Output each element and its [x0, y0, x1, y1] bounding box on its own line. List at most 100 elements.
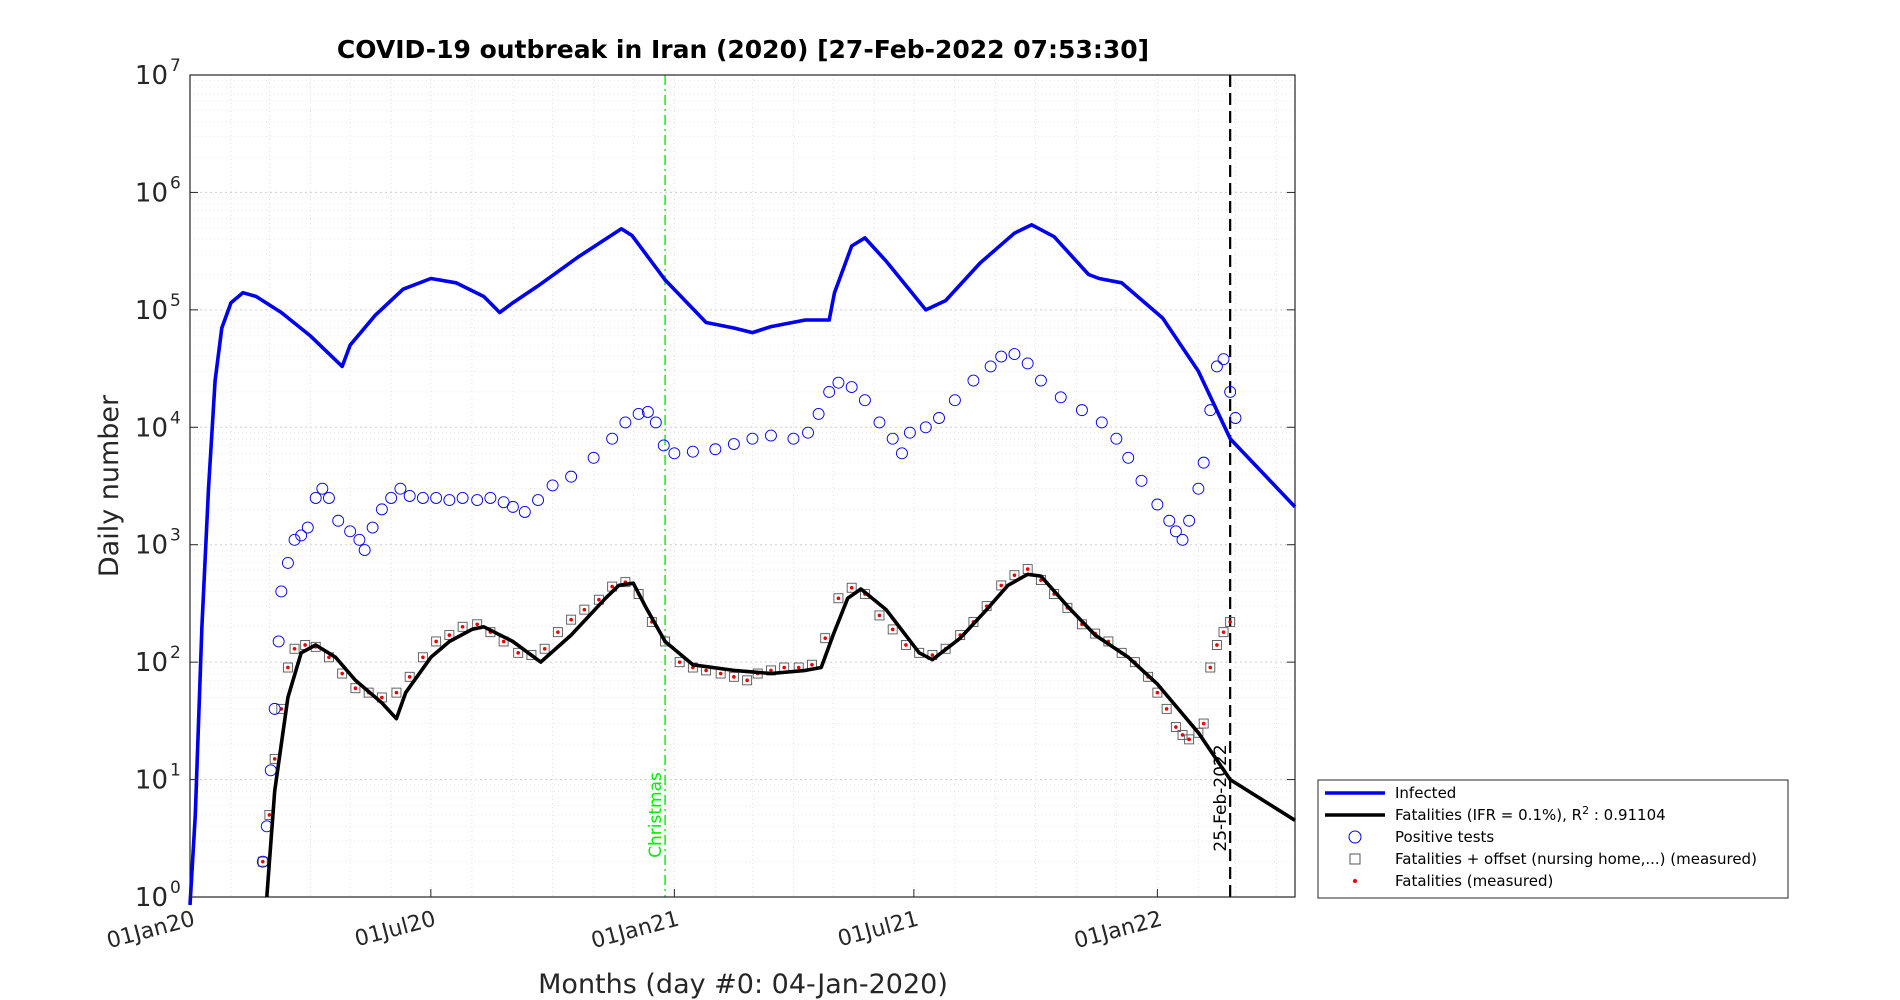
positive-test-point	[727, 438, 740, 450]
positive-test-point	[1224, 385, 1237, 398]
fatality-offset-point	[579, 604, 590, 615]
fatality-point	[434, 639, 438, 644]
fatality-offset-point	[1193, 727, 1204, 738]
positive-test-point	[812, 407, 825, 420]
fatality-point	[677, 660, 682, 664]
fatality-offset-point	[1198, 718, 1209, 729]
fatality-point	[267, 813, 272, 817]
y-tick-label-5: 10	[135, 296, 168, 326]
positive-test-point	[823, 385, 836, 398]
fatality-point	[810, 662, 814, 667]
positive-test-point	[443, 494, 456, 507]
fatality-offset-point	[1225, 616, 1236, 627]
fatality-point	[569, 617, 573, 622]
fatality-point	[1012, 573, 1017, 578]
fatality-point	[999, 583, 1004, 588]
fatality-offset-point	[1205, 662, 1216, 673]
fatality-point	[610, 584, 614, 589]
fatality-offset-point	[940, 643, 951, 654]
positive-test-point	[375, 503, 388, 516]
positive-test-point	[1163, 514, 1176, 527]
positive-test-point	[506, 500, 519, 513]
fatality-point	[1208, 665, 1213, 670]
fatality-offset-point	[1090, 628, 1101, 639]
positive-test-point	[366, 521, 379, 534]
positive-test-point	[649, 416, 662, 429]
positive-test-point	[275, 585, 288, 598]
positive-test-point	[686, 445, 699, 458]
fatality-point	[930, 653, 935, 657]
fatality-point	[421, 655, 425, 660]
positive-test-point	[332, 514, 345, 527]
positive-test-point	[565, 470, 578, 483]
fatality-point	[1221, 630, 1226, 634]
positive-test-point	[746, 432, 759, 445]
fatality-point	[1025, 567, 1030, 571]
y-tick-exponent-5: 5	[170, 291, 181, 311]
fatality-point	[340, 671, 344, 676]
fatality-offset-point	[1211, 640, 1222, 650]
positive-test-point	[858, 394, 871, 407]
series-line-1	[265, 572, 1296, 898]
fatality-offset-point	[900, 640, 911, 650]
fatality-offset-point	[337, 668, 348, 679]
positive-test-point	[995, 350, 1008, 363]
legend-swatch	[1349, 853, 1361, 865]
fatality-offset-point	[526, 650, 537, 660]
positive-test-point	[1122, 451, 1135, 464]
legend-label: Fatalities (IFR = 0.1%), R2 : 0.91104	[1395, 804, 1666, 824]
positive-test-point	[301, 521, 314, 534]
fatality-point	[1174, 725, 1178, 729]
positive-test-point	[709, 443, 722, 456]
positive-test-point	[353, 533, 366, 546]
positive-test-point	[1217, 353, 1230, 366]
fatality-offset-point	[833, 593, 844, 604]
fatality-point	[447, 633, 452, 637]
positive-test-point	[587, 451, 600, 464]
positive-test-point	[268, 702, 281, 715]
fatality-offset-point	[257, 856, 268, 867]
positive-test-point	[1075, 404, 1088, 417]
fatality-offset-point	[552, 627, 563, 638]
positive-test-point	[1054, 391, 1067, 404]
fatality-offset-point	[363, 687, 374, 698]
positive-test-point	[896, 447, 908, 460]
positive-test-point	[933, 412, 945, 424]
y-tick-label-4: 10	[135, 413, 168, 443]
y-tick-exponent-1: 1	[170, 761, 181, 781]
series-2	[256, 348, 1242, 868]
y-tick-exponent-7: 7	[170, 56, 181, 76]
positive-test-point	[546, 479, 559, 492]
fatality-point	[718, 671, 723, 676]
positive-test-point	[1135, 474, 1148, 487]
positive-test-point	[919, 421, 932, 434]
fatality-point	[260, 859, 265, 864]
positive-test-point	[802, 426, 814, 439]
positive-test-point	[619, 416, 632, 429]
series-line-0	[188, 223, 1297, 906]
fatality-point	[460, 624, 465, 629]
fatality-offset-point	[391, 687, 402, 698]
y-tick-label-1: 10	[135, 766, 168, 796]
fatality-point	[836, 596, 841, 601]
y-tick-exponent-0: 0	[170, 878, 181, 898]
fatality-point	[890, 627, 895, 632]
y-tick-exponent-6: 6	[170, 173, 181, 193]
fatality-point	[745, 678, 749, 683]
positive-test-point	[606, 432, 619, 445]
legend-item-3: Fatalities + offset (nursing home,...) (…	[1349, 850, 1757, 868]
positive-test-point	[295, 529, 308, 542]
fatality-offset-point	[1143, 671, 1154, 682]
legend-swatch	[1348, 830, 1362, 844]
fatality-offset-point	[674, 657, 685, 668]
positive-test-point	[668, 447, 681, 460]
positive-test-point	[1008, 348, 1021, 361]
positive-test-point	[316, 482, 329, 495]
fatality-point	[394, 690, 399, 695]
fatality-offset-point	[1184, 734, 1195, 745]
y-tick-label-0: 10	[135, 883, 168, 913]
fatality-offset-point	[742, 675, 753, 686]
series-1	[265, 572, 1296, 898]
fatality-point	[1187, 737, 1191, 742]
positive-test-point	[903, 426, 916, 439]
